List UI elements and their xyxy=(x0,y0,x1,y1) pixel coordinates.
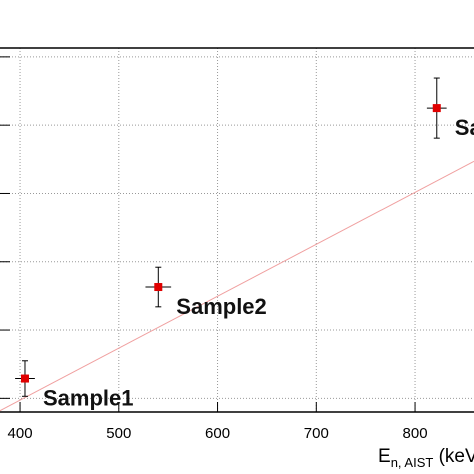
x-tick-label: 400 xyxy=(8,425,33,442)
fit-line xyxy=(0,160,474,412)
point-label: Sample1 xyxy=(43,386,134,411)
point-label: Sample3 xyxy=(455,115,474,140)
point xyxy=(20,374,29,383)
x-label-main: E xyxy=(378,446,391,467)
x-tick-label: 700 xyxy=(304,425,329,442)
point xyxy=(154,283,163,292)
point-label: Sample2 xyxy=(176,294,267,319)
x-tick-label: 600 xyxy=(205,425,230,442)
point xyxy=(432,104,441,113)
x-label-sub: n, AIST xyxy=(391,455,434,470)
x-label-rest: (keV) xyxy=(433,446,474,467)
x-tick-label: 800 xyxy=(403,425,428,442)
x-axis-label: En, AIST (keV) xyxy=(378,446,474,470)
x-tick-label: 500 xyxy=(106,425,131,442)
plot-frame xyxy=(0,47,474,413)
